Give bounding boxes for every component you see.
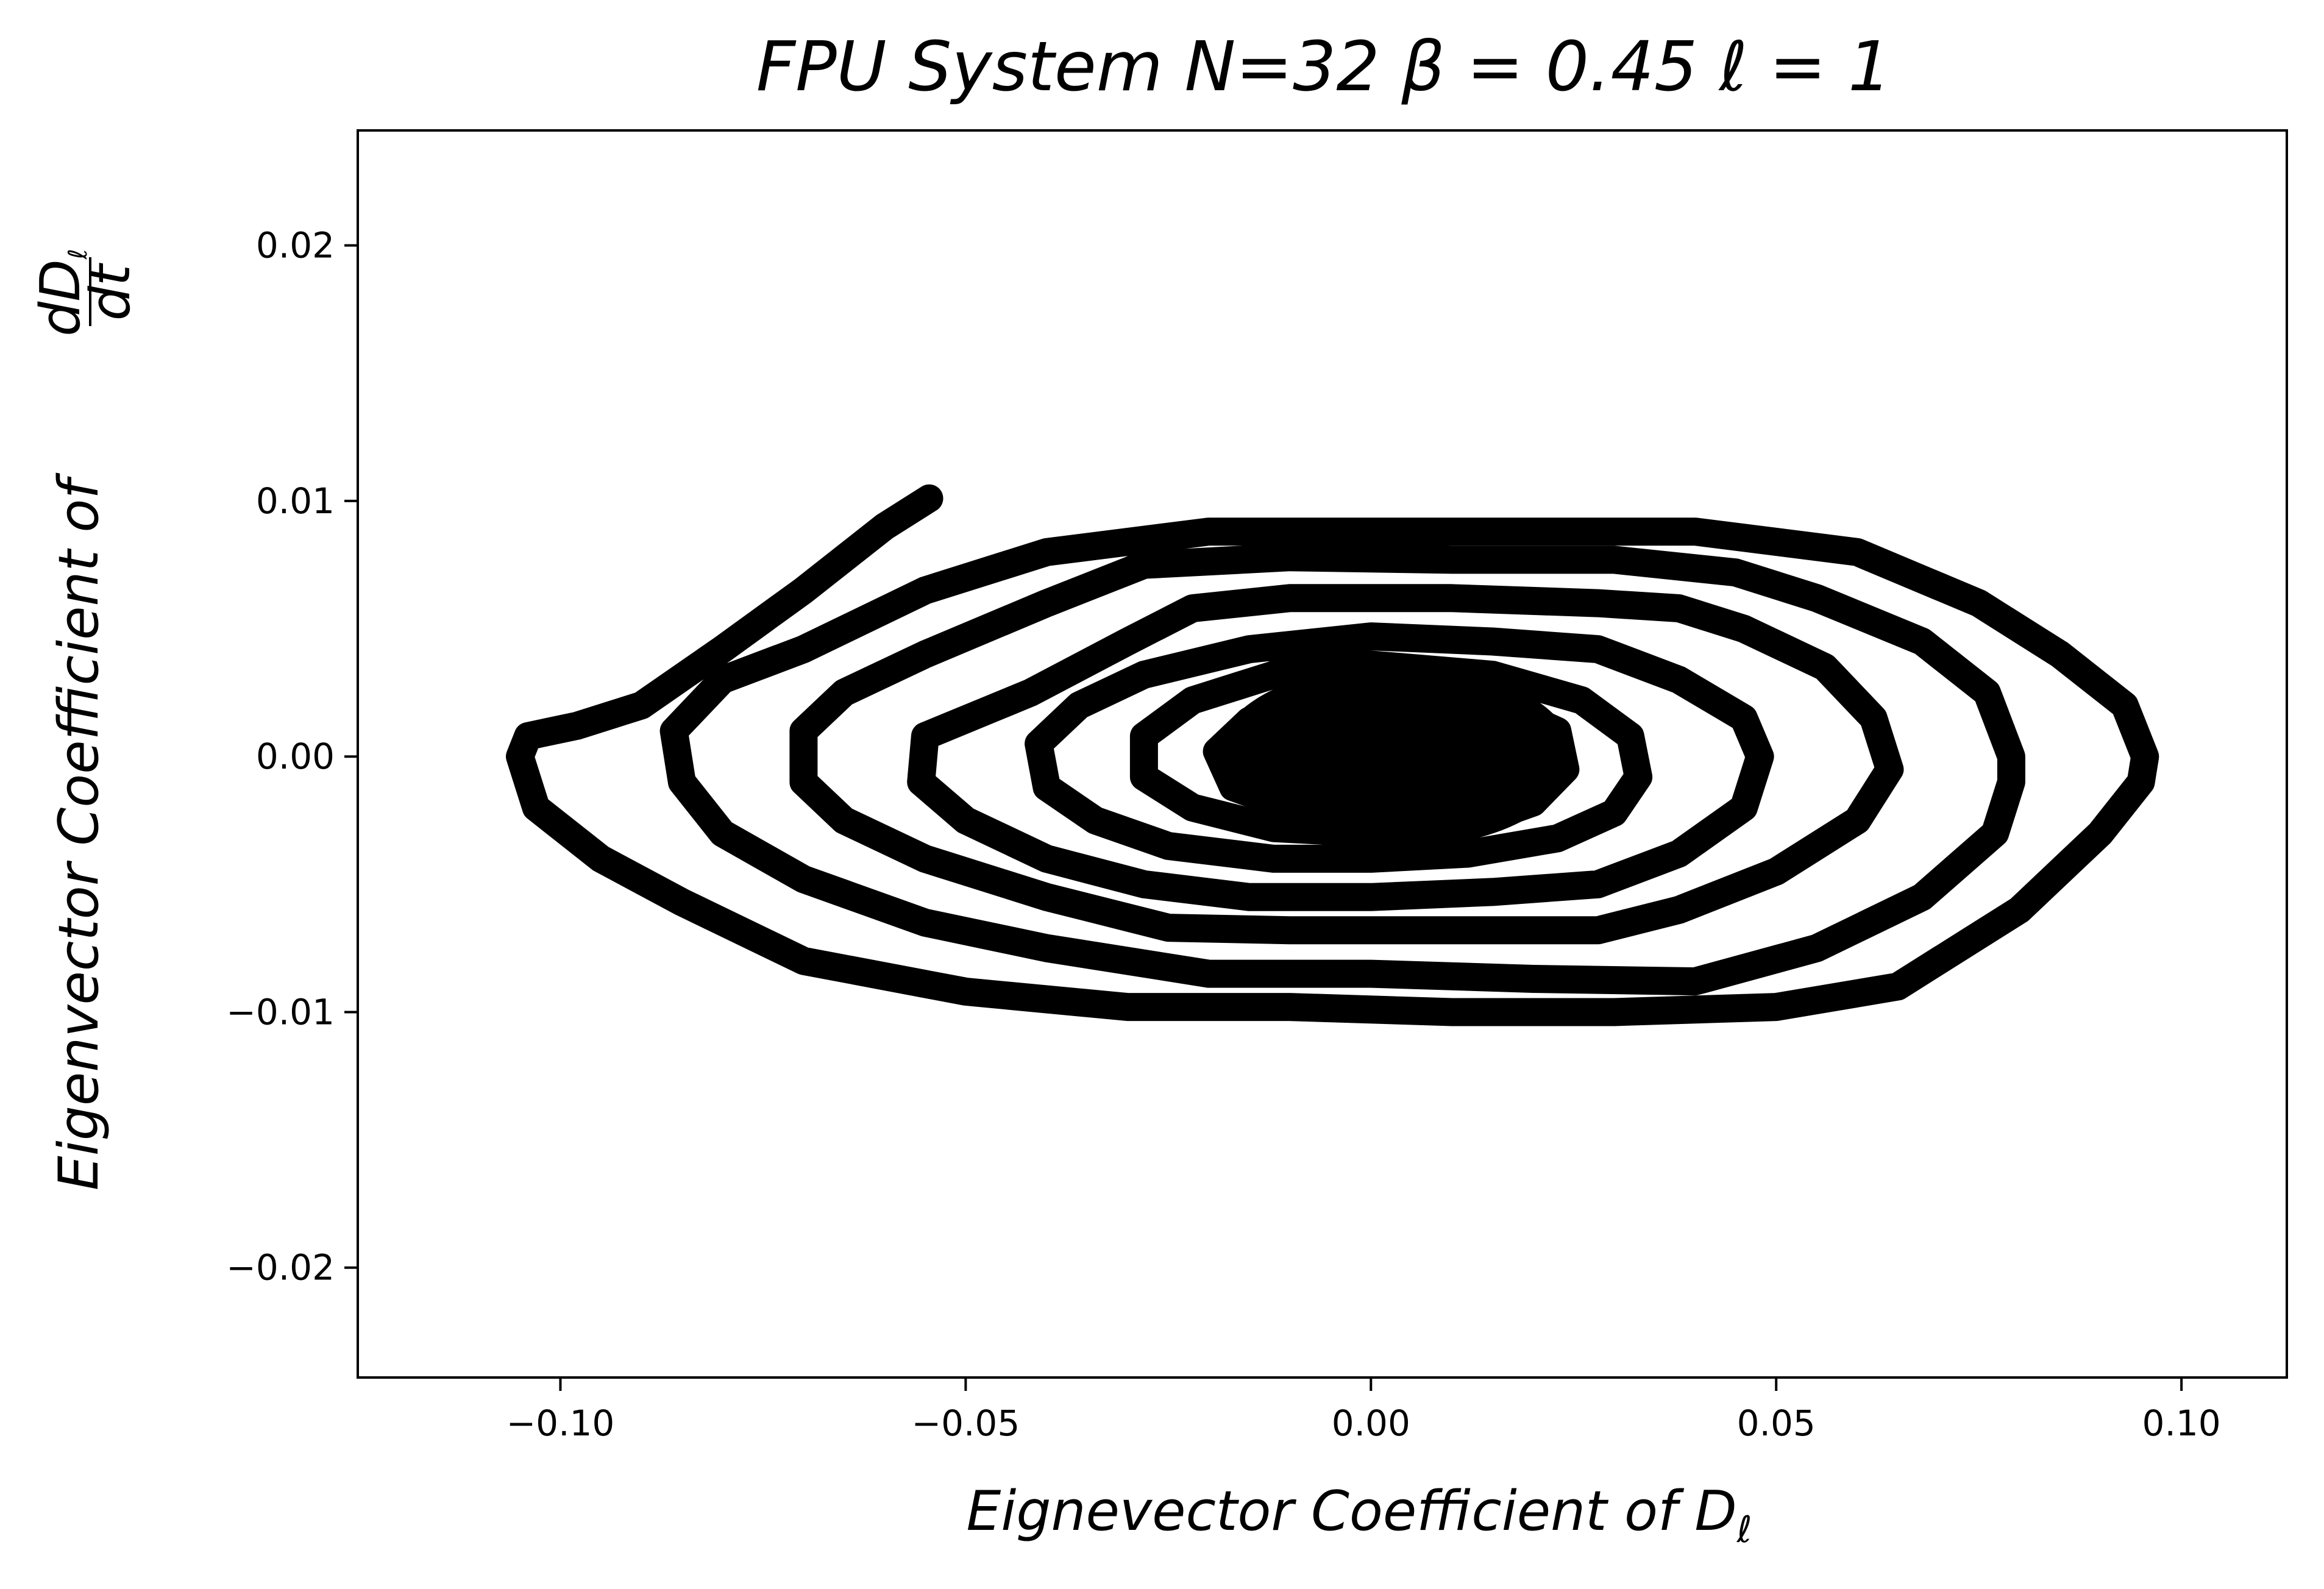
- plot-frame: [357, 129, 2288, 1379]
- y-axis-label-fraction-denominator: dt: [79, 262, 143, 321]
- series-dense-core: [1217, 664, 1574, 849]
- x-axis-label-text: Eignevector Coefficient of D: [967, 1479, 1737, 1543]
- x-tick-label: −0.05: [911, 1402, 1020, 1444]
- x-tick-label: 0.10: [2142, 1402, 2221, 1444]
- x-axis-label: Eignevector Coefficient of Dℓ: [967, 1479, 1752, 1551]
- y-axis-label: Eigenvector Coefficient of dDℓ dt: [29, 249, 143, 1190]
- y-tick-label: 0.00: [256, 736, 335, 777]
- y-tick-label: 0.01: [256, 480, 335, 522]
- x-axis-label-subscript: ℓ: [1736, 1509, 1752, 1551]
- y-axis-label-fraction-numerator: dDℓ: [29, 249, 93, 336]
- y-axis-label-fraction-numerator-subscript: ℓ: [63, 249, 93, 260]
- y-axis-label-fraction-numerator-text: dD: [29, 259, 93, 336]
- y-tick-label: −0.02: [226, 1247, 335, 1289]
- series-layer: [506, 484, 2159, 1026]
- x-tick-label: 0.00: [1332, 1402, 1410, 1444]
- y-axis-label-text: Eigenvector Coefficient of: [47, 472, 111, 1191]
- x-axis-ticks: −0.10 −0.05 0.00 0.05 0.10: [506, 1377, 2221, 1444]
- y-tick-label: 0.02: [256, 225, 335, 266]
- chart-title: FPU System N=32 β = 0.45 ℓ = 1: [756, 27, 1892, 107]
- y-axis-ticks: −0.02 −0.01 0.00 0.01 0.02: [226, 225, 358, 1289]
- x-tick-label: −0.10: [506, 1402, 615, 1444]
- y-tick-label: −0.01: [226, 991, 335, 1033]
- x-tick-label: 0.05: [1737, 1402, 1816, 1444]
